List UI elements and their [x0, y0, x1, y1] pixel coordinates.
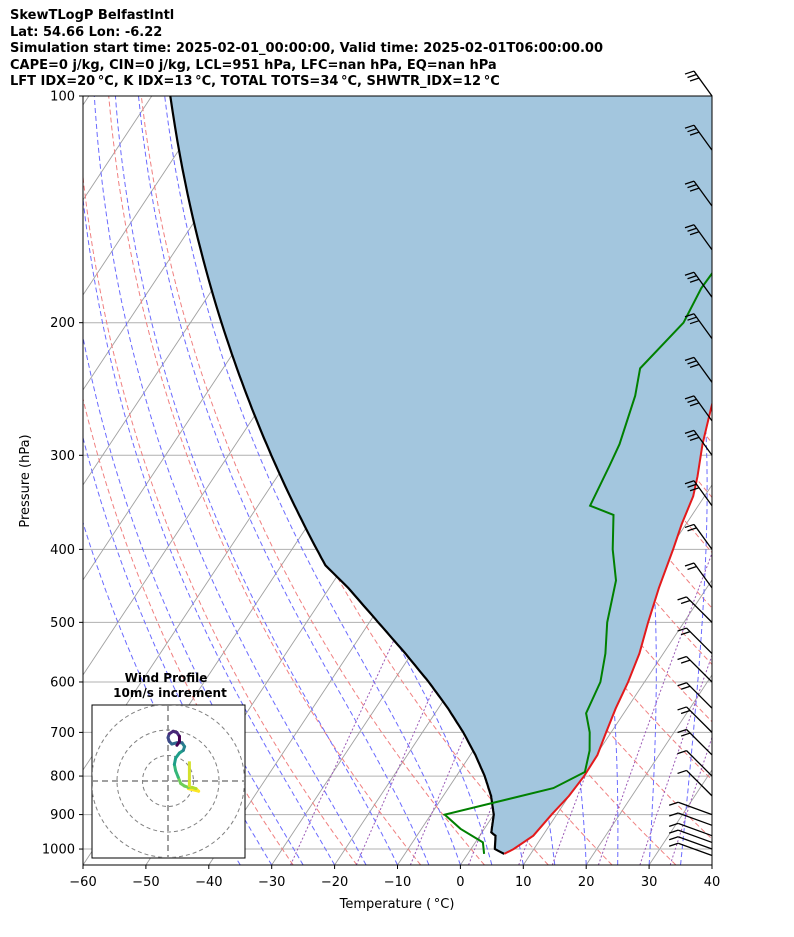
x-tick-label: −10 — [384, 875, 411, 890]
wind-barb — [668, 822, 713, 837]
isotherm-line — [585, 674, 712, 865]
y-tick-label: 400 — [50, 543, 75, 558]
wind-barbs — [668, 70, 713, 857]
y-tick-label: 100 — [50, 90, 75, 105]
wind-barb — [677, 655, 713, 683]
wind-barb — [684, 429, 713, 456]
moist-adiabat — [744, 96, 794, 865]
wind-barb — [684, 70, 713, 97]
y-tick-label: 200 — [50, 316, 75, 331]
mixing-ratio-line — [669, 736, 712, 865]
chart-header: SkewTLogP BelfastIntl Lat: 54.66 Lon: -6… — [10, 8, 603, 91]
y-tick-label: 700 — [50, 726, 75, 741]
hodograph-subtitle: 10m/s increment — [113, 686, 227, 700]
wind-barb — [668, 812, 713, 826]
wind-barb — [668, 829, 713, 844]
x-tick-label: 0 — [456, 875, 464, 890]
wind-barb — [684, 313, 713, 340]
moist-adiabat — [711, 861, 712, 865]
dry-adiabat — [728, 96, 794, 865]
mixing-ratio-line — [355, 549, 497, 865]
wind-barb — [684, 562, 713, 589]
isotherm-line — [711, 864, 712, 865]
y-axis-ticks: 1000 900 800 700 600 500 400 300 200 100 — [42, 90, 83, 858]
cape-cin-shading — [170, 96, 712, 854]
moist-adiabat — [114, 96, 398, 865]
wind-barb — [684, 124, 713, 151]
x-tick-label: 40 — [704, 875, 721, 890]
mixing-ratio-line — [597, 551, 712, 865]
wind-barb — [677, 682, 713, 709]
wind-barb — [677, 769, 713, 797]
temperature-profile-line — [503, 400, 712, 855]
isotherm-line — [83, 96, 90, 106]
station-location: Lat: 54.66 Lon: -6.22 — [10, 24, 163, 40]
wind-barb — [684, 224, 713, 251]
moist-adiabat — [164, 96, 461, 865]
wind-barb — [684, 395, 713, 422]
wind-barb — [684, 523, 713, 550]
dry-adiabat — [83, 396, 294, 865]
hodograph-segment — [175, 739, 181, 747]
moist-adiabat — [138, 96, 430, 865]
y-tick-label: 800 — [50, 770, 75, 785]
chart-title: SkewTLogP BelfastIntl — [10, 8, 175, 23]
moist-adiabat — [83, 194, 336, 865]
isotherm-line — [83, 96, 278, 391]
isotherm-line — [522, 579, 712, 865]
sounding-profiles — [169, 96, 712, 855]
dry-adiabat — [83, 172, 358, 865]
parcel-profile-line — [169, 96, 505, 855]
hodograph-title: Wind Profile — [125, 671, 208, 685]
cin-shading — [170, 96, 712, 854]
x-tick-label: 10 — [515, 875, 532, 890]
wind-barb — [684, 356, 713, 383]
x-tick-label: −60 — [69, 875, 96, 890]
wind-barb — [668, 801, 713, 816]
wind-barb — [684, 480, 713, 507]
moist-adiabat — [93, 96, 367, 865]
x-tick-label: −50 — [132, 875, 159, 890]
wind-barb — [684, 180, 713, 207]
simulation-times: Simulation start time: 2025-02-01_00:00:… — [10, 41, 603, 56]
y-tick-label: 300 — [50, 449, 75, 464]
x-tick-label: −20 — [321, 875, 348, 890]
wind-barb — [677, 706, 713, 733]
y-tick-label: 600 — [50, 675, 75, 690]
stability-indices: LFT IDX=20 °C, K IDX=13 °C, TOTAL TOTS=3… — [10, 74, 500, 89]
x-tick-label: 20 — [578, 875, 595, 890]
dry-adiabat — [108, 96, 422, 865]
instability-params: CAPE=0 j/kg, CIN=0 j/kg, LCL=951 hPa, LF… — [10, 57, 497, 73]
dry-adiabat — [760, 96, 794, 865]
isotherm-line — [83, 96, 216, 296]
x-tick-label: 30 — [641, 875, 658, 890]
x-axis-ticks: −60 −50 −40 −30 −20 −10 0 10 20 30 40 — [69, 865, 720, 890]
wind-barb — [677, 596, 713, 623]
x-axis-label: Temperature ( °C) — [339, 897, 455, 912]
dewpoint-profile-line — [442, 271, 712, 855]
wind-barb — [677, 749, 713, 777]
x-tick-label: −30 — [258, 875, 285, 890]
wind-barb — [677, 627, 713, 654]
y-tick-label: 900 — [50, 808, 75, 823]
y-tick-label: 1000 — [42, 843, 75, 858]
moist-adiabat — [83, 334, 304, 865]
y-axis-label: Pressure (hPa) — [18, 434, 33, 527]
wind-barb — [684, 271, 713, 298]
hodograph-inset: Wind Profile 10m/s increment — [91, 671, 246, 859]
wind-barb — [668, 836, 713, 850]
wind-barb — [668, 842, 713, 857]
mixing-ratio-line — [639, 653, 712, 865]
y-tick-label: 500 — [50, 616, 75, 631]
wind-barb — [677, 728, 713, 756]
moist-adiabat — [83, 435, 273, 865]
x-tick-label: −40 — [195, 875, 222, 890]
dry-adiabat — [140, 96, 485, 865]
